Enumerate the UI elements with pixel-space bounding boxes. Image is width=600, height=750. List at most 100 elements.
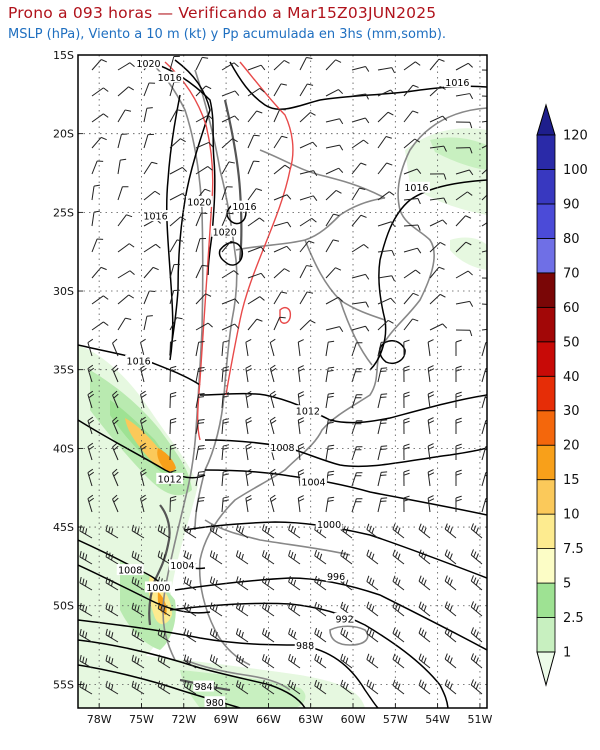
colorbar-label: 2.5 <box>563 611 584 626</box>
wind-barb <box>444 549 457 565</box>
isobar-label: 1016 <box>404 183 428 194</box>
wind-barb <box>157 654 171 669</box>
colorbar-label: 60 <box>563 301 580 316</box>
wind-barb <box>131 524 145 539</box>
wind-barb <box>273 245 292 253</box>
wind-barb <box>299 217 317 227</box>
isobar-label-bg <box>144 581 172 593</box>
isobar-label: 1004 <box>170 561 194 572</box>
wind-barb <box>429 293 446 305</box>
isobar-label-bg <box>125 354 153 366</box>
wind-barb <box>481 69 487 71</box>
lat-label: 55S <box>53 678 74 691</box>
lon-label: 57W <box>383 713 408 726</box>
wind-barb <box>195 444 205 461</box>
wind-barb <box>247 246 266 253</box>
wind-barb <box>351 273 370 280</box>
lat-label: 30S <box>53 285 74 298</box>
border-interior-2 <box>304 239 386 321</box>
isobar-label: 996 <box>327 572 345 583</box>
wind-barb <box>366 601 379 617</box>
wind-barb <box>444 653 457 669</box>
wind-barb <box>273 268 290 279</box>
wind-barb <box>273 59 290 71</box>
wind-barb <box>195 322 213 331</box>
wind-barb <box>403 391 410 409</box>
wind-barb <box>87 416 95 435</box>
wind-barb <box>87 338 94 357</box>
wind-barb <box>366 549 379 565</box>
wind-barb <box>325 418 335 435</box>
isobar-label-bg <box>403 181 430 193</box>
wind-barb <box>117 133 128 149</box>
wind-barb <box>143 107 153 123</box>
wind-barb <box>403 224 421 231</box>
colorbar-label: 5 <box>563 577 571 592</box>
wind-barb <box>392 601 405 617</box>
wind-barb <box>470 627 483 643</box>
wind-barb <box>470 523 483 539</box>
wind-barb <box>169 443 177 461</box>
wind-barb <box>157 680 171 695</box>
lat-label: 40S <box>53 442 74 455</box>
precip-area-orange-2 <box>157 448 176 472</box>
colorbar-segment <box>536 203 556 239</box>
wind-barb <box>245 469 252 487</box>
wind-barb <box>325 189 342 201</box>
isobar-label: 1020 <box>136 59 160 70</box>
colorbar-label: 80 <box>563 232 580 247</box>
lat-label: 25S <box>53 206 74 219</box>
isobar-label: 1008 <box>118 566 142 577</box>
wind-barb <box>377 297 396 305</box>
wind-barb <box>112 416 119 435</box>
wind-barb <box>429 197 447 204</box>
lon-label: 72W <box>171 713 196 726</box>
wind-barb <box>351 162 367 175</box>
isobar-label: 1020 <box>187 197 211 208</box>
isobar-label: 980 <box>206 698 224 709</box>
wind-barb <box>221 418 230 435</box>
wind-barb <box>273 135 288 149</box>
wind-barb <box>325 326 344 333</box>
lon-label: 60W <box>341 713 366 726</box>
isobar-1016-far-west <box>165 94 181 361</box>
wind-barb <box>247 87 265 97</box>
isobar-label-bg <box>211 225 239 237</box>
wind-barb <box>143 82 156 97</box>
isobar-label: 988 <box>296 641 314 652</box>
wind-barb <box>377 111 394 123</box>
wind-barb <box>273 316 286 331</box>
wind-barb <box>403 292 419 305</box>
isobar-label: 992 <box>335 614 353 625</box>
wind-barb <box>392 575 405 591</box>
wind-barb <box>429 86 446 97</box>
wind-barb <box>351 472 363 487</box>
colorbar-label: 40 <box>563 370 580 385</box>
wind-barb <box>262 602 275 617</box>
isobar-label-bg <box>294 405 322 417</box>
wind-barb <box>91 160 104 175</box>
wind-barb <box>325 444 335 461</box>
wind-barb <box>117 186 129 201</box>
wind-barb <box>429 173 447 180</box>
colorbar-segment <box>536 444 556 481</box>
wind-barb <box>91 210 100 227</box>
wind-barb <box>470 653 483 669</box>
isobar-label: 984 <box>194 682 212 693</box>
wind-barb <box>169 391 177 409</box>
isobar-label-bg <box>193 680 214 692</box>
wind-barb <box>340 549 353 565</box>
lat-label: 15S <box>53 49 74 62</box>
wind-barb <box>455 391 462 409</box>
wind-barb <box>143 266 159 279</box>
wind-barb <box>481 222 487 227</box>
isobar-label: 1004 <box>301 477 325 488</box>
wind-barb <box>455 121 473 129</box>
wind-barb <box>351 187 366 201</box>
isobar-1012 <box>199 392 487 424</box>
wind-barb <box>91 184 101 201</box>
wind-barb <box>112 442 119 461</box>
wind-barb <box>195 114 213 123</box>
red-contour-loop <box>279 306 292 324</box>
